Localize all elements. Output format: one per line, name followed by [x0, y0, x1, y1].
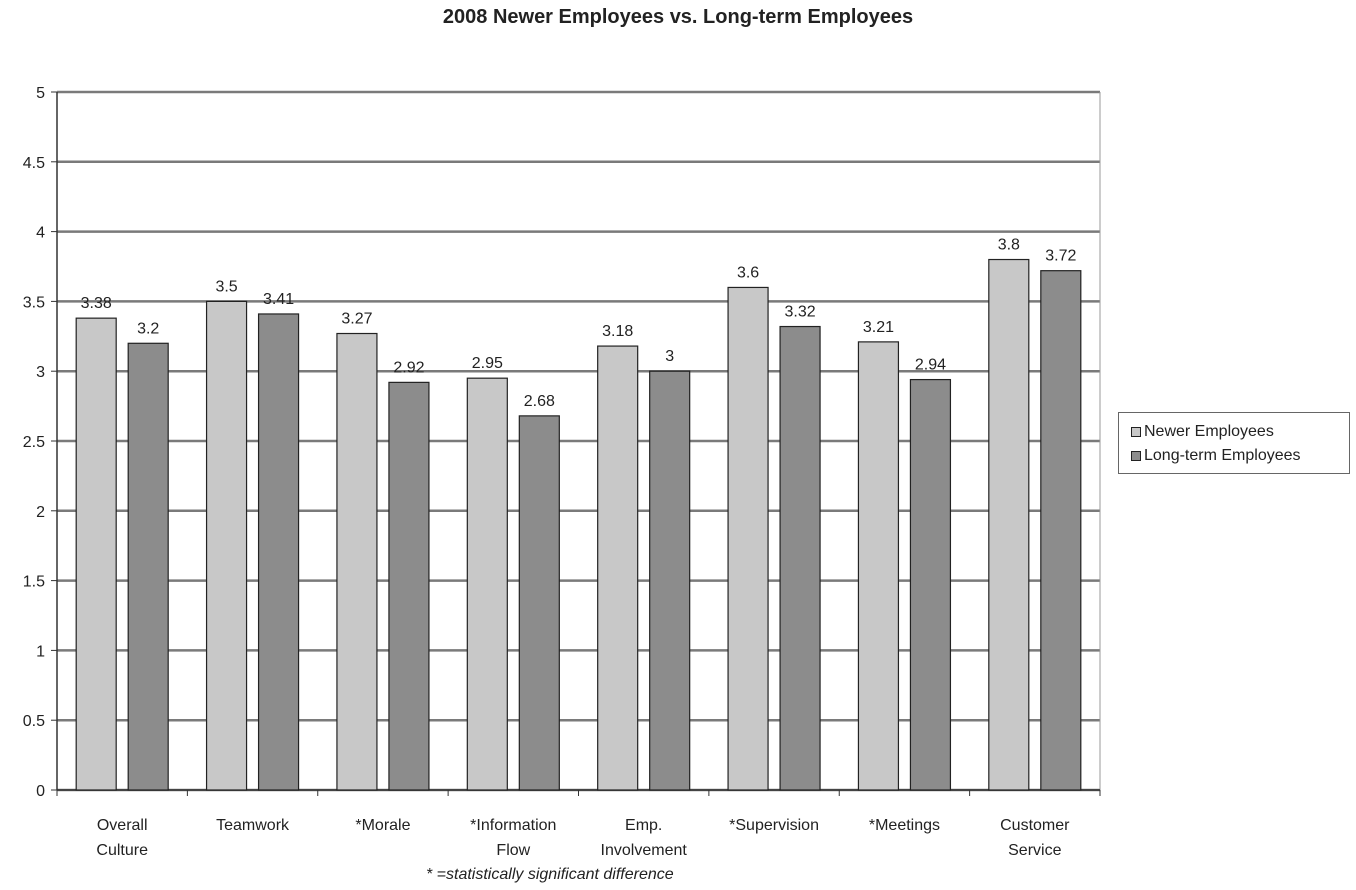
x-tick-label: Culture [96, 842, 148, 859]
x-tick-label: Customer [1000, 817, 1070, 834]
bar-newer-employees [857, 341, 900, 791]
bar-newer-employees [205, 300, 248, 791]
x-tick-label: Overall [97, 817, 148, 834]
bar-long-term-employees [779, 325, 821, 791]
y-tick-label: 2.5 [23, 434, 45, 451]
footnote: * =statistically significant difference [426, 866, 674, 883]
x-tick-label: Emp. [625, 817, 662, 834]
bar-long-term-employees [649, 370, 691, 791]
data-label-newer: 3.18 [602, 323, 633, 340]
bar-long-term-employees [909, 378, 952, 791]
bar-newer-employees [336, 332, 378, 791]
x-tick-label: Involvement [601, 842, 688, 859]
y-tick-label: 1 [36, 643, 45, 660]
tick-labels: 0 0.5 1 1.5 2 2.5 3 3.5 4 4.5 5 Overall Culture Teamw… [23, 85, 1070, 859]
bar-newer-employees [988, 258, 1030, 791]
x-tick-label: *Morale [355, 817, 410, 834]
data-label-newer: 3.6 [737, 264, 759, 281]
data-label-newer: 3.21 [863, 319, 894, 336]
bar-long-term-employees [1040, 270, 1082, 791]
legend-label-newer: Newer Employees [1144, 423, 1274, 440]
legend-label-long-term: Long-term Employees [1144, 447, 1301, 464]
y-tick-label: 3.5 [23, 294, 45, 311]
bar-newer-employees [597, 345, 639, 791]
bar-long-term-employees [518, 415, 560, 791]
bar-long-term-employees [388, 381, 430, 791]
y-tick-label: 1.5 [23, 574, 45, 591]
y-tick-label: 3 [36, 364, 45, 381]
bar-newer-employees [466, 377, 508, 791]
y-tick-label: 4.5 [23, 155, 45, 172]
y-tick-label: 5 [36, 85, 45, 102]
data-label-long-term: 2.94 [915, 357, 946, 374]
y-tick-label: 0.5 [23, 713, 45, 730]
x-tick-label: Flow [496, 842, 530, 859]
data-label-long-term: 2.68 [524, 393, 555, 410]
data-label-long-term: 3.2 [137, 320, 159, 337]
data-label-newer: 3.27 [341, 311, 372, 328]
legend-swatch-long-term [1131, 451, 1141, 461]
bars [75, 258, 1082, 791]
x-tick-label: Service [1008, 842, 1061, 859]
legend: Newer Employees Long-term Employees [1118, 412, 1350, 474]
bar-newer-employees [727, 286, 769, 791]
chart-title: 2008 Newer Employees vs. Long-term Emplo… [442, 6, 914, 28]
bar-newer-employees [75, 317, 117, 791]
data-labels: 3.38 3.2 3.5 3.41 3.27 2.92 2.95 2.68 3.18 3 3.6 3.… [81, 237, 1077, 410]
y-tick-label: 4 [36, 225, 45, 242]
legend-item-newer: Newer Employees [1131, 420, 1349, 444]
legend-item-long-term: Long-term Employees [1131, 444, 1349, 468]
bar-long-term-employees [257, 313, 300, 791]
data-label-newer: 3.38 [81, 295, 112, 312]
y-tick-label: 0 [36, 783, 45, 800]
data-label-newer: 2.95 [472, 355, 503, 372]
data-label-long-term: 3 [665, 348, 674, 365]
data-label-long-term: 3.32 [784, 304, 815, 321]
bar-long-term-employees [127, 342, 169, 791]
data-label-newer: 3.5 [215, 278, 237, 295]
y-tick-label: 2 [36, 504, 45, 521]
data-label-long-term: 3.72 [1045, 248, 1076, 265]
data-label-newer: 3.8 [998, 237, 1020, 254]
x-tick-label: Teamwork [216, 817, 290, 834]
x-tick-label: *Supervision [729, 817, 819, 834]
x-tick-label: *Information [470, 817, 556, 834]
legend-swatch-newer [1131, 427, 1141, 437]
x-tick-label: *Meetings [869, 817, 940, 834]
data-label-long-term: 2.92 [393, 359, 424, 376]
data-label-long-term: 3.41 [263, 291, 294, 308]
